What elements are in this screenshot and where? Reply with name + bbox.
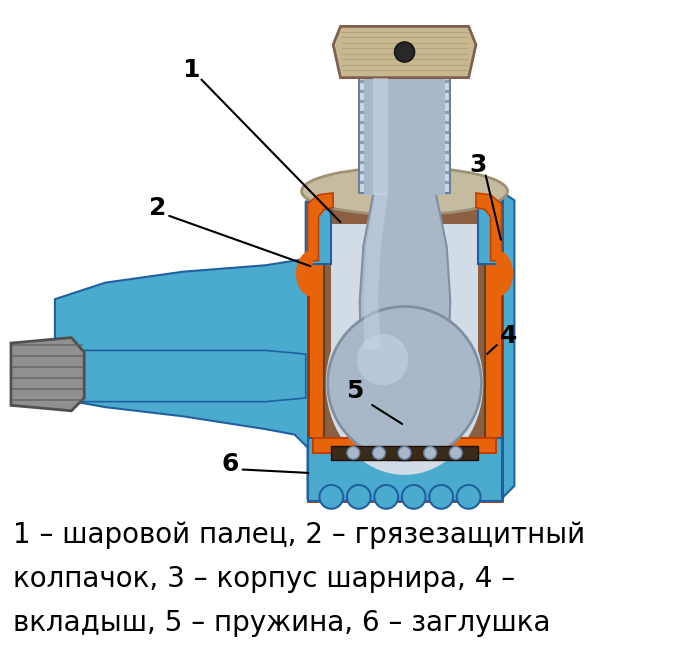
Polygon shape bbox=[476, 193, 502, 261]
Text: 6: 6 bbox=[222, 452, 239, 476]
Circle shape bbox=[398, 446, 411, 460]
Circle shape bbox=[347, 485, 371, 509]
Polygon shape bbox=[307, 191, 502, 265]
Ellipse shape bbox=[326, 292, 483, 475]
Circle shape bbox=[320, 485, 343, 509]
Circle shape bbox=[457, 485, 481, 509]
Polygon shape bbox=[307, 193, 333, 261]
Polygon shape bbox=[55, 191, 514, 499]
Ellipse shape bbox=[302, 168, 507, 215]
Bar bbox=[359, 78, 450, 193]
Bar bbox=[331, 224, 478, 375]
Text: колпачок, 3 – корпус шарнира, 4 –: колпачок, 3 – корпус шарнира, 4 – bbox=[13, 565, 515, 593]
Bar bbox=[324, 207, 485, 482]
Circle shape bbox=[347, 446, 360, 460]
Circle shape bbox=[429, 485, 453, 509]
Polygon shape bbox=[363, 193, 388, 350]
Polygon shape bbox=[360, 193, 450, 350]
Polygon shape bbox=[82, 350, 306, 402]
Polygon shape bbox=[333, 27, 476, 78]
Text: 1 – шаровой палец, 2 – грязезащитный: 1 – шаровой палец, 2 – грязезащитный bbox=[13, 521, 585, 549]
Bar bbox=[331, 446, 478, 460]
Bar bbox=[364, 78, 445, 195]
Text: 3: 3 bbox=[469, 152, 486, 177]
Circle shape bbox=[402, 485, 426, 509]
Text: 5: 5 bbox=[346, 378, 364, 403]
Circle shape bbox=[328, 307, 481, 460]
Circle shape bbox=[449, 446, 462, 460]
Circle shape bbox=[373, 446, 386, 460]
Circle shape bbox=[375, 485, 398, 509]
Text: 4: 4 bbox=[500, 324, 517, 348]
Bar bbox=[307, 438, 502, 501]
Circle shape bbox=[357, 334, 408, 385]
Bar bbox=[307, 191, 502, 501]
Text: 1: 1 bbox=[182, 59, 199, 82]
Bar bbox=[313, 438, 496, 453]
Circle shape bbox=[424, 446, 437, 460]
Bar bbox=[373, 78, 388, 195]
Text: 2: 2 bbox=[149, 196, 166, 219]
Circle shape bbox=[394, 42, 415, 62]
Polygon shape bbox=[11, 338, 84, 411]
Text: вкладыш, 5 – пружина, 6 – заглушка: вкладыш, 5 – пружина, 6 – заглушка bbox=[13, 608, 550, 636]
